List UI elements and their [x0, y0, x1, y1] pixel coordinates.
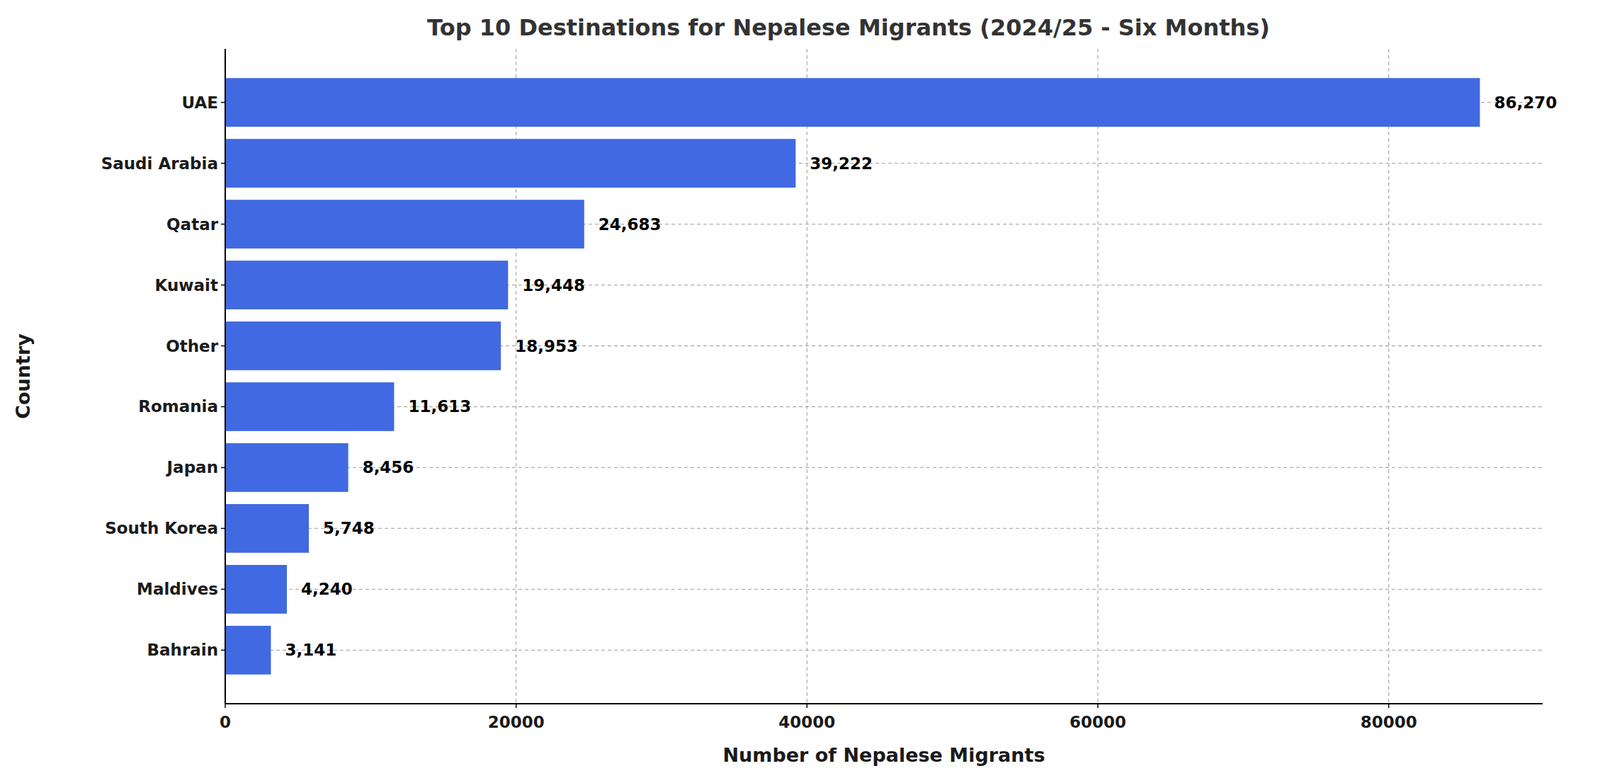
x-tick-label: 0 [219, 713, 231, 732]
data-label: 39,222 [809, 154, 873, 173]
y-tick [220, 345, 226, 348]
y-tick-label: Qatar [166, 215, 219, 234]
data-label: 4,240 [301, 580, 353, 599]
y-grid-line [225, 467, 1543, 469]
data-label: 86,270 [1493, 93, 1557, 112]
x-tick-label: 80000 [1360, 713, 1418, 732]
data-label: 3,141 [284, 640, 337, 660]
y-tick-label: Other [165, 337, 219, 356]
chart-svg: 86,270 39,222 24,683 19,448 18,953 11,613 8,45… [0, 0, 1600, 783]
y-tick [220, 284, 226, 287]
x-tick [806, 704, 809, 709]
y-tick [220, 162, 226, 165]
x-tick [515, 704, 518, 709]
y-tick [220, 589, 226, 591]
x-grid-line [1097, 48, 1098, 705]
x-grid-line [806, 48, 808, 705]
y-axis-label: Country [12, 333, 34, 420]
bar [225, 260, 508, 310]
chart-container: 86,270 39,222 24,683 19,448 18,953 11,613 8,45… [0, 0, 1600, 783]
x-tick [1097, 704, 1099, 709]
y-tick [220, 528, 226, 530]
y-tick [220, 406, 226, 408]
y-grid-line [225, 650, 1543, 651]
bar [225, 199, 585, 249]
x-tick [1388, 704, 1390, 709]
bar [225, 321, 501, 371]
y-tick [220, 223, 226, 226]
data-label: 5,748 [322, 519, 375, 538]
grid [225, 48, 1543, 705]
data-label: 11,613 [407, 397, 472, 416]
y-tick [220, 467, 226, 469]
chart-title: Top 10 Destinations for Nepalese Migrant… [427, 14, 1270, 42]
x-axis-label: Number of Nepalese Migrants [723, 744, 1046, 767]
y-tick-label: Saudi Arabia [101, 154, 219, 173]
bar [225, 138, 796, 188]
y-tick-label: Bahrain [146, 640, 219, 660]
y-tick-label: UAE [182, 93, 219, 112]
data-label: 24,683 [598, 215, 662, 234]
x-grid-line [1388, 48, 1389, 705]
x-tick-label: 60000 [1069, 713, 1127, 732]
data-label: 18,953 [514, 337, 578, 356]
bar [225, 565, 287, 615]
y-tick-label: South Korea [104, 519, 219, 538]
x-tick-label: 20000 [488, 713, 545, 732]
x-tick [224, 704, 226, 709]
x-grid-line [224, 48, 226, 705]
bar [225, 443, 349, 493]
bar [225, 504, 309, 554]
y-tick-label: Maldives [136, 580, 219, 599]
bar [225, 626, 271, 675]
data-label: 8,456 [362, 458, 415, 477]
bar [225, 382, 394, 432]
x-axis-line [225, 703, 1543, 705]
y-tick-label: Kuwait [155, 276, 219, 295]
y-grid-line [225, 528, 1543, 530]
data-label: 19,448 [522, 276, 586, 295]
y-grid-line [225, 589, 1543, 590]
y-tick-label: Japan [165, 458, 219, 477]
y-tick [220, 650, 226, 652]
y-tick-label: Romania [138, 397, 219, 416]
y-tick [220, 101, 226, 104]
bars [225, 77, 1480, 675]
x-tick-label: 40000 [778, 713, 836, 732]
y-axis-line [224, 48, 226, 705]
bar [225, 77, 1480, 127]
